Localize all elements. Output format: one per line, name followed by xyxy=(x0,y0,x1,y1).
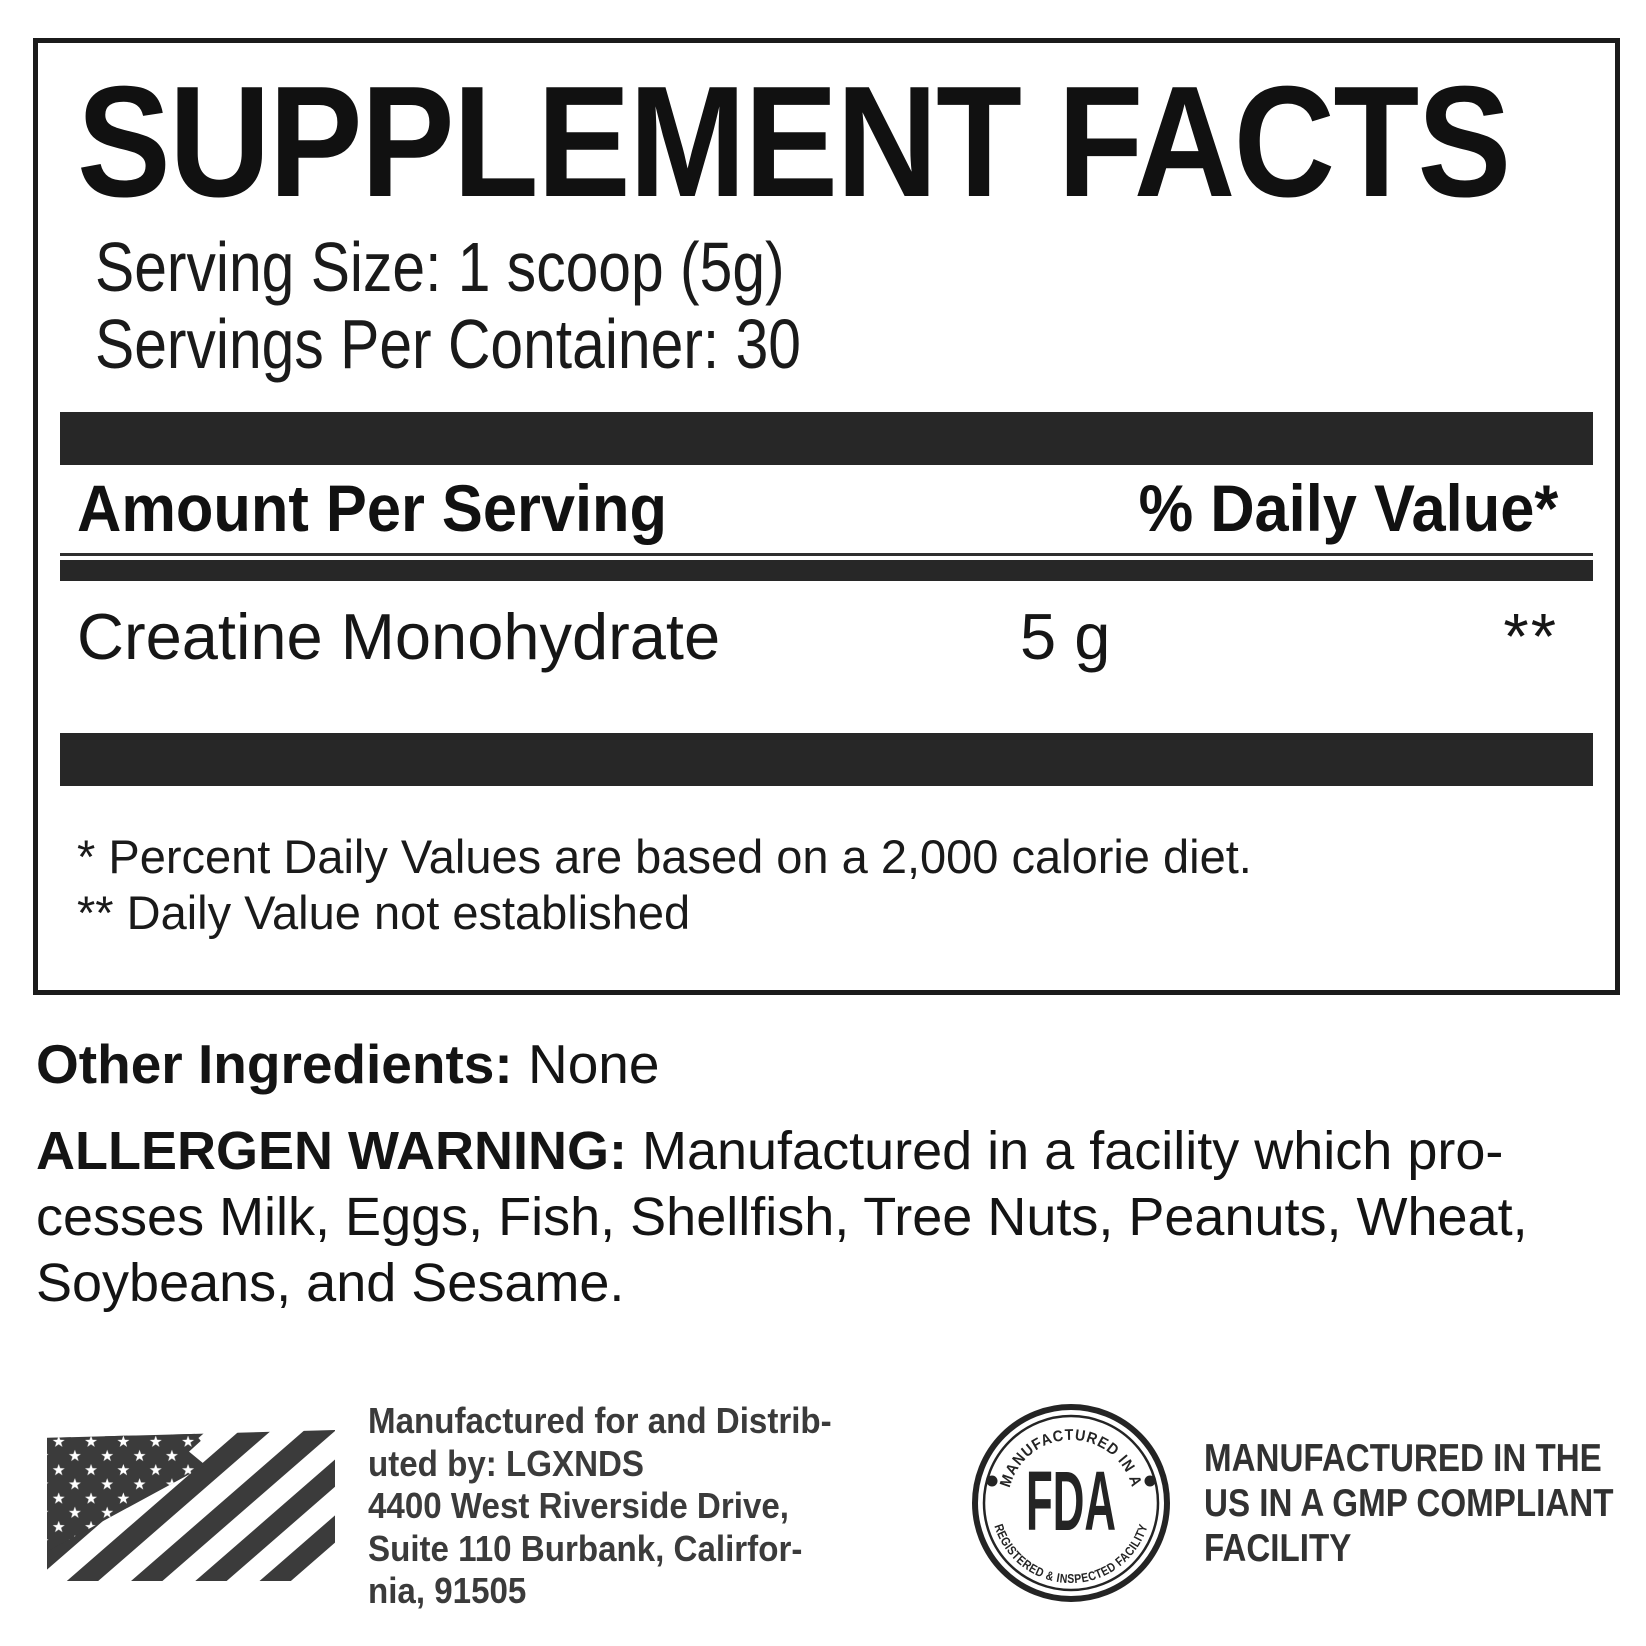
gmp-line-3: FACILITY xyxy=(1204,1527,1352,1570)
gmp-statement: MANUFACTURED IN THE US IN A GMP COMPLIAN… xyxy=(1204,1436,1613,1571)
footnote-daily-values: * Percent Daily Values are based on a 2,… xyxy=(77,830,1252,883)
allergen-warning-label: ALLERGEN WARNING: xyxy=(36,1121,627,1181)
divider-bar-bottom xyxy=(60,733,1593,786)
serving-size: Serving Size: 1 scoop (5g) xyxy=(95,228,785,306)
us-flag-svg xyxy=(46,1430,336,1581)
allergen-line-3: Soybeans, and Sesame. xyxy=(36,1253,625,1313)
distributor-info: Manufactured for and Distrib- uted by: L… xyxy=(368,1400,832,1613)
fda-registered-badge: MANUFACTURED IN A FDA REGISTERED & INSPE… xyxy=(966,1398,1176,1608)
footnotes: * Percent Daily Values are based on a 2,… xyxy=(77,829,1252,941)
allergen-line-1-rest: Manufactured in a facility which pro- xyxy=(626,1121,1504,1181)
badge-left-dot xyxy=(986,1475,998,1487)
supplement-facts-panel: SUPPLEMENT FACTS Serving Size: 1 scoop (… xyxy=(33,38,1620,995)
other-ingredients: Other Ingredients: None xyxy=(36,1031,659,1097)
badge-right-dot xyxy=(1144,1475,1156,1487)
distributor-line-4: Suite 110 Burbank, Calirfor- xyxy=(368,1527,803,1569)
gmp-line-2: US IN A GMP COMPLIANT xyxy=(1204,1482,1614,1525)
gmp-line-1: MANUFACTURED IN THE xyxy=(1204,1437,1602,1480)
other-ingredients-label: Other Ingredients: xyxy=(36,1033,513,1095)
other-ingredients-value: None xyxy=(512,1033,660,1095)
amount-per-serving-header: Amount Per Serving xyxy=(77,471,668,545)
servings-per-container: Servings Per Container: 30 xyxy=(95,305,801,383)
column-header-row: Amount Per Serving % Daily Value* xyxy=(77,475,1558,541)
ingredient-row: Creatine Monohydrate 5 g ** xyxy=(77,604,1558,694)
daily-value-header: % Daily Value* xyxy=(1138,471,1558,545)
divider-hairline xyxy=(60,553,1593,556)
footnote-dv-not-established: ** Daily Value not established xyxy=(77,886,691,939)
fda-badge-svg: MANUFACTURED IN A FDA REGISTERED & INSPE… xyxy=(972,1404,1170,1602)
ingredient-amount: 5 g xyxy=(1020,600,1111,673)
distributor-line-1: Manufactured for and Distrib- xyxy=(368,1400,832,1441)
allergen-line-2: cesses Milk, Eggs, Fish, Shellfish, Tree… xyxy=(36,1187,1528,1247)
allergen-line-1: ALLERGEN WARNING: Manufactured in a faci… xyxy=(36,1118,1528,1184)
distributor-line-3: 4400 West Riverside Drive, xyxy=(368,1485,789,1526)
divider-bar-top xyxy=(60,412,1593,465)
ingredient-name: Creatine Monohydrate xyxy=(77,600,721,673)
distributor-line-2: uted by: LGXNDS xyxy=(368,1442,645,1484)
panel-title: SUPPLEMENT FACTS xyxy=(77,54,1511,230)
us-flag-icon xyxy=(44,1428,338,1583)
divider-bar-thin xyxy=(60,560,1593,581)
ingredient-daily-value: ** xyxy=(1503,600,1558,673)
distributor-line-5: nia, 91505 xyxy=(368,1570,527,1611)
serving-info: Serving Size: 1 scoop (5g) Servings Per … xyxy=(95,229,801,383)
allergen-warning: ALLERGEN WARNING: Manufactured in a faci… xyxy=(36,1118,1528,1316)
badge-fda-text: FDA xyxy=(1026,1454,1116,1548)
